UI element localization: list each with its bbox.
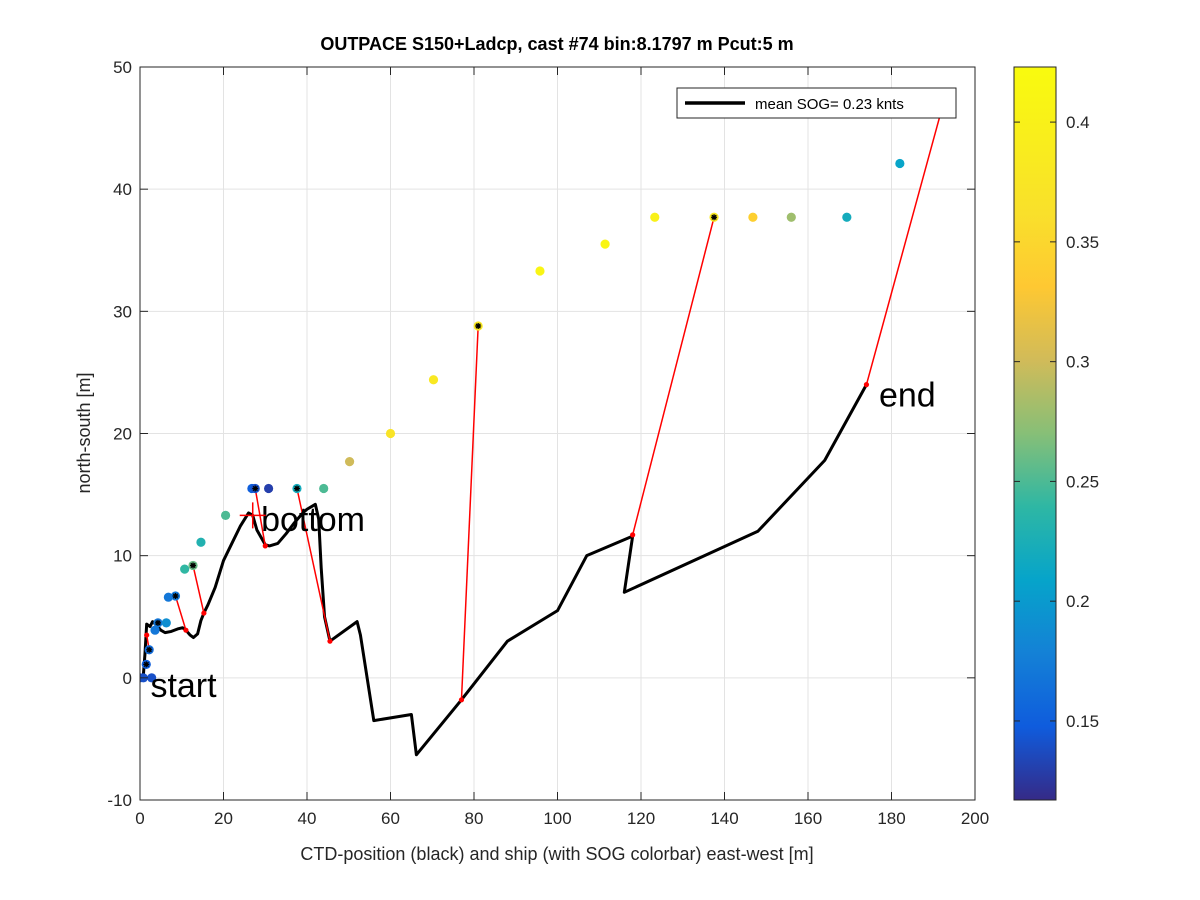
- ship-position-point: [163, 592, 173, 602]
- x-tick-label: 60: [381, 809, 400, 828]
- colorbar-gradient: [1013, 66, 1057, 801]
- x-axis-label: CTD-position (black) and ship (with SOG …: [300, 844, 813, 864]
- ship-position-point: [428, 375, 439, 385]
- link-end-marker: [144, 632, 150, 638]
- ship-position-point: [895, 158, 905, 169]
- colorbar-tick-label: 0.35: [1066, 233, 1099, 252]
- link-line: [254, 488, 266, 547]
- bottom-cross-marker: [239, 502, 266, 529]
- link-line: [631, 217, 715, 536]
- asterisk-marker: [172, 592, 179, 599]
- legend-label: mean SOG= 0.23 knts: [755, 96, 904, 113]
- x-tick-label: 160: [794, 809, 822, 828]
- ship-position-point: [842, 212, 852, 222]
- y-tick-label: 50: [113, 58, 132, 77]
- colorbar-tick-label: 0.15: [1066, 712, 1099, 731]
- link-end-marker: [183, 627, 189, 633]
- y-axis-label: north-south [m]: [74, 372, 94, 493]
- link-line: [296, 488, 331, 642]
- ctd-track-layer: [140, 383, 868, 757]
- link-line: [865, 109, 943, 385]
- x-tick-label: 0: [135, 809, 144, 828]
- link-line: [174, 595, 187, 631]
- asterisk-marker: [711, 214, 718, 221]
- asterisk-marker: [154, 619, 161, 626]
- ship-position-point: [147, 673, 157, 683]
- annotation-start: start: [150, 667, 217, 705]
- link-end-marker: [863, 382, 870, 388]
- link-end-marker: [201, 610, 207, 616]
- x-tick-label: 200: [961, 809, 989, 828]
- asterisk-marker: [143, 661, 150, 668]
- asterisk-marker: [475, 322, 482, 329]
- x-tick-label: 180: [877, 809, 905, 828]
- annotation-end: end: [879, 376, 936, 414]
- link-lines-layer: [140, 109, 943, 703]
- axis-ticks: 0 20 40 60 80 100 120 140 160 180 200-100102030405…: [107, 58, 989, 828]
- ship-position-point: [786, 212, 796, 222]
- ship-position-point: [220, 510, 231, 520]
- link-line: [460, 325, 479, 700]
- link-end-marker: [327, 638, 333, 644]
- y-tick-label: 20: [113, 425, 132, 444]
- colorbar-tick-label: 0.2: [1066, 592, 1090, 611]
- x-tick-label: 100: [543, 809, 571, 828]
- colorbar: 0.15 0.2 0.25 0.3 0.35 0.4: [1013, 66, 1099, 801]
- ship-position-point: [344, 456, 355, 467]
- ship-position-point: [600, 239, 610, 249]
- legend[interactable]: mean SOG= 0.23 knts: [676, 87, 957, 119]
- ship-positions-layer: [140, 158, 905, 683]
- y-tick-label: 30: [113, 302, 132, 321]
- link-end-marker: [630, 532, 636, 538]
- ship-position-point: [535, 266, 545, 276]
- y-tick-label: 40: [113, 180, 132, 199]
- link-line: [192, 565, 205, 614]
- chart-title: OUTPACE S150+Ladcp, cast #74 bin:8.1797 …: [320, 34, 793, 54]
- ship-position-point: [319, 483, 329, 494]
- ship-position-point: [150, 625, 160, 635]
- colorbar-ticks: 0.15 0.2 0.25 0.3 0.35 0.4: [1014, 113, 1099, 731]
- colorbar-tick-label: 0.4: [1066, 113, 1090, 132]
- x-tick-label: 40: [298, 809, 317, 828]
- annotation-bottom: bottom: [261, 501, 365, 539]
- link-end-marker: [458, 697, 465, 703]
- y-tick-label: 0: [123, 669, 132, 688]
- y-tick-label: 10: [113, 547, 132, 566]
- ship-position-point: [196, 537, 206, 547]
- x-tick-label: 20: [214, 809, 233, 828]
- black-markers-layer: [143, 214, 718, 668]
- link-end-marker: [262, 543, 268, 549]
- data-layer: [140, 109, 943, 757]
- asterisk-marker: [293, 485, 300, 492]
- ship-position-point: [650, 212, 660, 222]
- x-tick-label: 140: [710, 809, 738, 828]
- ship-position-point: [161, 618, 171, 628]
- x-tick-label: 80: [465, 809, 484, 828]
- ship-position-point: [180, 564, 190, 574]
- colorbar-tick-label: 0.3: [1066, 353, 1090, 372]
- asterisk-marker: [146, 646, 153, 653]
- ship-position-point: [263, 483, 274, 494]
- ship-position-point: [385, 428, 396, 439]
- colorbar-tick-label: 0.25: [1066, 472, 1099, 491]
- annotations: start bottom end: [150, 376, 935, 705]
- asterisk-marker: [252, 485, 259, 492]
- x-tick-label: 120: [627, 809, 655, 828]
- ship-position-point: [748, 212, 758, 222]
- ctd-track-line: [140, 383, 868, 757]
- asterisk-marker: [190, 562, 197, 569]
- y-tick-label: -10: [107, 791, 132, 810]
